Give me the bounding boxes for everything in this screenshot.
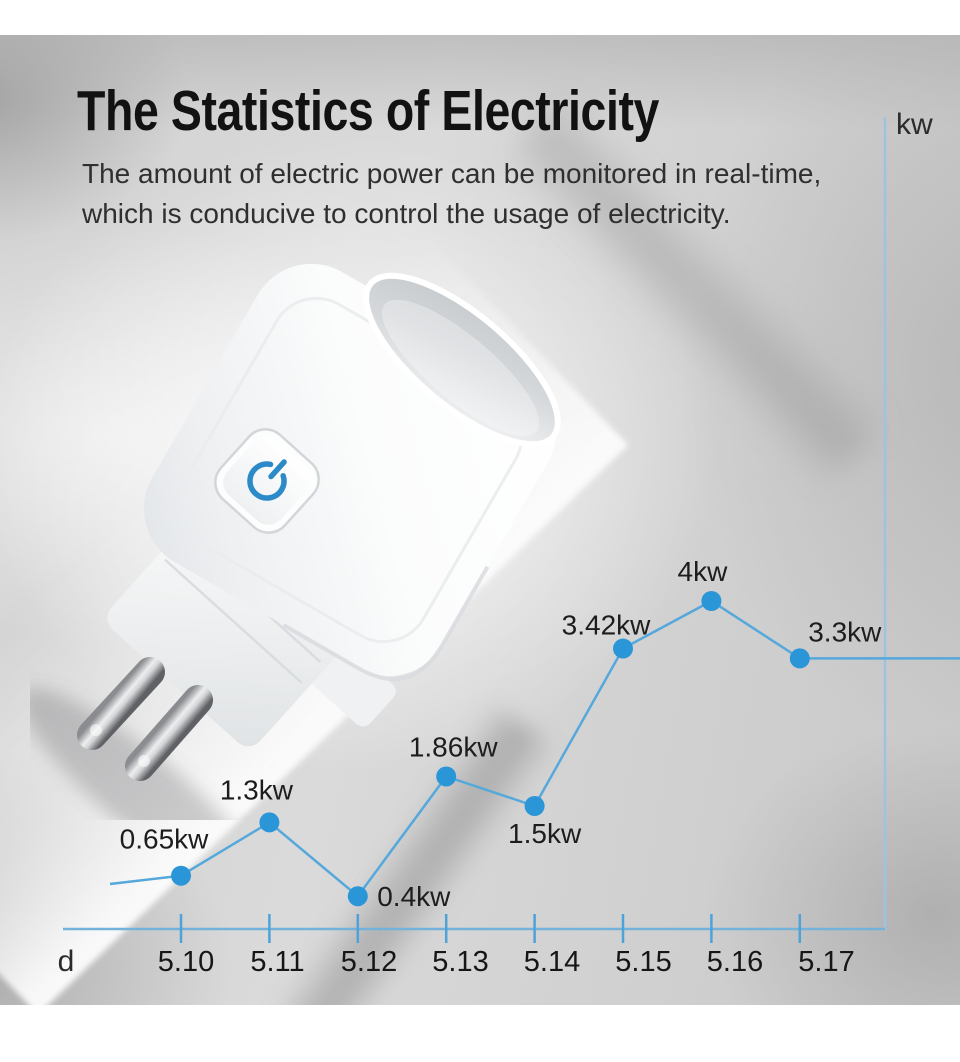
plug-socket-inner: [381, 299, 540, 437]
plug-socket: [363, 272, 561, 448]
pin-tip-highlight: [90, 724, 102, 736]
smart-plug-image: [30, 263, 561, 820]
value-label-5.13: 1.86kw: [409, 731, 498, 762]
subtitle-line-2: which is conducive to control the usage …: [82, 198, 731, 229]
subtitle-line-1: The amount of electric power can be moni…: [82, 158, 822, 189]
data-point-5.17: [789, 648, 810, 669]
data-point-5.15: [613, 638, 633, 659]
data-point-5.13: [436, 766, 457, 787]
power-button: [214, 428, 320, 534]
value-label-5.17: 3.3kw: [808, 616, 882, 647]
x-axis-name: d: [58, 945, 75, 978]
x-label-5.14: 5.14: [524, 946, 580, 978]
value-label-5.12: 0.4kw: [377, 881, 451, 912]
data-point-5.16: [701, 591, 722, 611]
data-point-5.10: [171, 865, 191, 886]
x-label-5.17: 5.17: [798, 946, 854, 978]
value-label-5.11: 1.3kw: [220, 774, 294, 805]
x-label-5.11: 5.11: [250, 946, 304, 978]
pin-tip-highlight: [138, 755, 150, 767]
y-axis-name: kw: [896, 108, 933, 141]
data-point-5.14: [524, 796, 545, 816]
x-label-5.15: 5.15: [615, 946, 671, 978]
page-title: The Statistics of Electricity: [77, 79, 659, 143]
value-label-5.15: 3.42kw: [562, 610, 651, 641]
data-point-5.11: [259, 812, 280, 833]
power-icon: [247, 459, 287, 501]
plug-rim-seam: [282, 565, 490, 682]
data-point-5.12: [347, 886, 368, 907]
value-label-5.16: 4kw: [678, 556, 729, 587]
photo-background: [0, 35, 960, 1005]
x-label-5.13: 5.13: [432, 946, 488, 978]
x-label-5.10: 5.10: [158, 946, 214, 978]
value-label-5.10: 0.65kw: [120, 824, 209, 855]
x-label-5.12: 5.12: [341, 946, 397, 978]
x-label-5.16: 5.16: [707, 946, 763, 978]
data-line: [109, 599, 960, 899]
value-label-5.14: 1.5kw: [508, 818, 582, 849]
plug-pin-left: [77, 657, 165, 750]
plug-pin-right: [125, 685, 213, 781]
page-subtitle: The amount of electric power can be moni…: [82, 154, 821, 234]
